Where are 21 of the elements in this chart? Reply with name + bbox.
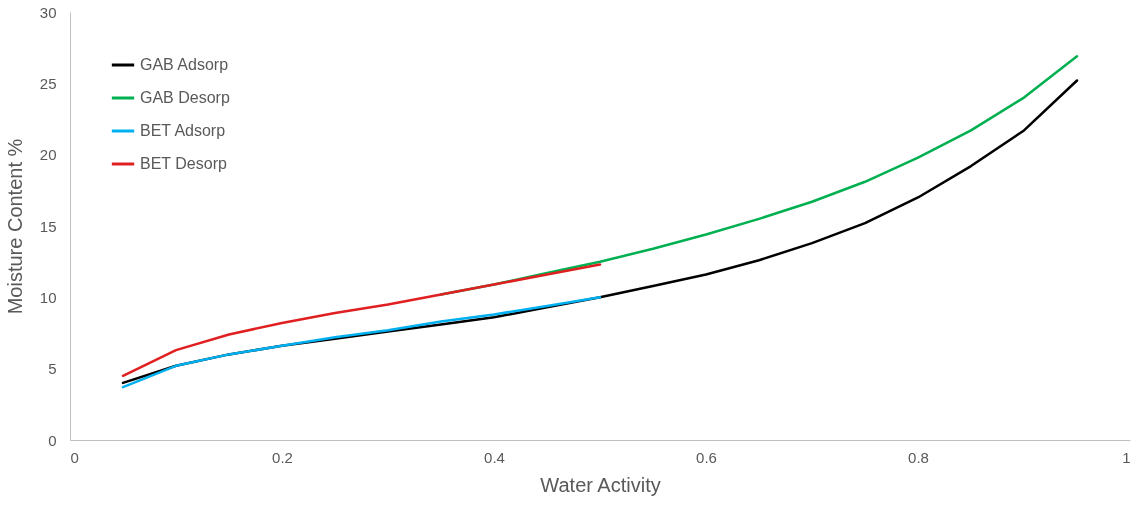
x-tick-label: 0.6	[696, 448, 717, 466]
x-tick-label: 0	[70, 448, 79, 466]
line-series	[121, 296, 602, 389]
y-tick-label: 10	[39, 288, 57, 306]
legend-label: GAB Desorp	[140, 89, 230, 106]
legend-label: GAB Adsorp	[140, 56, 229, 73]
y-axis-title: Moisture Content %	[3, 138, 26, 315]
line-series	[121, 263, 602, 378]
y-tick-label: 15	[39, 217, 57, 235]
x-tick-label: 0.8	[908, 448, 929, 466]
y-tick-label: 20	[39, 146, 57, 164]
x-tick-label: 0.4	[484, 448, 505, 466]
x-tick-label: 1	[1122, 448, 1131, 466]
legend-label: BET Desorp	[140, 155, 227, 172]
y-tick-label: 5	[48, 360, 57, 378]
legend-label: BET Adsorp	[140, 122, 226, 139]
y-tick-label: 25	[39, 74, 57, 92]
x-axis-title: Water Activity	[540, 473, 661, 496]
y-tick-label: 0	[48, 431, 57, 449]
x-tick-label: 0.2	[272, 448, 293, 466]
y-tick-label: 30	[39, 3, 57, 21]
